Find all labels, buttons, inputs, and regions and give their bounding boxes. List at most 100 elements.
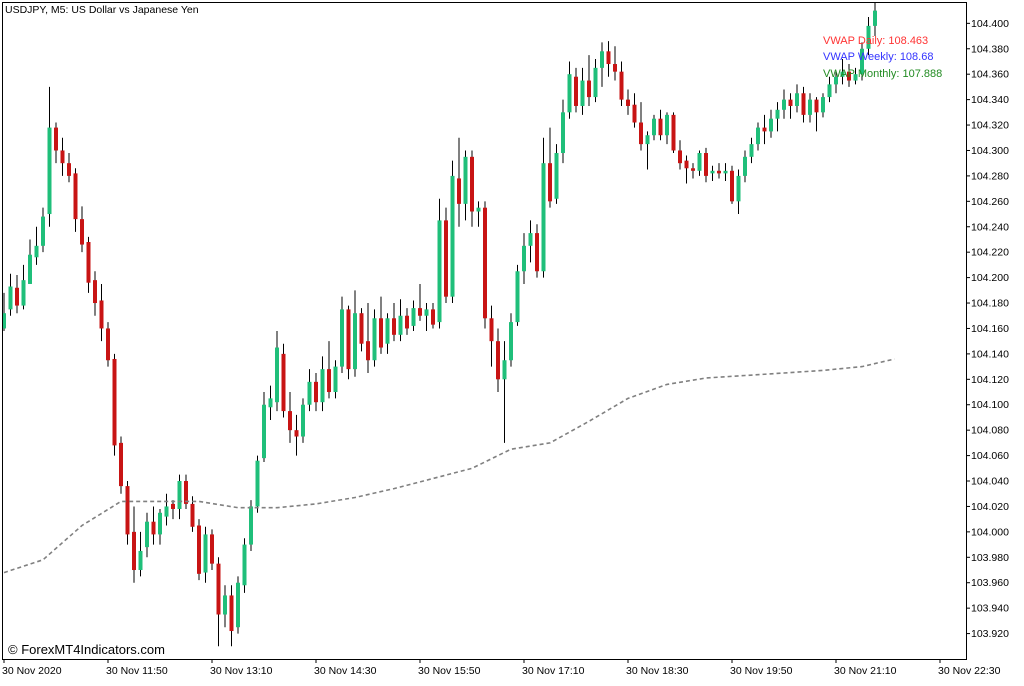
candle: [112, 353, 117, 456]
candle-body-bear: [418, 308, 422, 316]
y-tick-label: 104.360: [971, 69, 1009, 81]
candle: [275, 331, 279, 412]
candle-body-bull: [47, 127, 52, 215]
candle-body-bull: [158, 512, 162, 535]
candle-body-bear: [106, 328, 110, 361]
candle: [652, 114, 656, 141]
candle: [86, 236, 91, 293]
y-tick-label: 104.100: [971, 399, 1009, 411]
candle-body-bear: [327, 369, 331, 393]
candle-body-bull: [411, 308, 416, 326]
candle-body-bear: [392, 318, 396, 335]
candle-body-bull: [236, 582, 240, 628]
candle-body-bear: [548, 163, 552, 202]
candle-body-bull: [665, 114, 669, 136]
candle: [736, 169, 741, 215]
candle-body-bull: [710, 170, 715, 174]
candle: [834, 71, 838, 94]
candle: [821, 93, 825, 118]
candle: [288, 392, 292, 443]
candle: [138, 531, 143, 577]
y-tick-label: 104.400: [971, 18, 1009, 30]
time-axis: 30 Nov 2020 30 Nov 11:50 30 Nov 13:10 30 No…: [2, 659, 1001, 677]
candle: [262, 392, 266, 462]
candle: [346, 305, 351, 380]
candle-body-bear: [93, 280, 97, 304]
candle: [203, 526, 208, 583]
candle: [197, 519, 201, 581]
candle-body-bull: [372, 318, 377, 361]
y-tick-label: 104.280: [971, 170, 1009, 182]
y-tick-label: 104.040: [971, 476, 1009, 488]
candle-body-bull: [320, 369, 325, 403]
candle-body-bear: [730, 170, 734, 202]
candle: [541, 137, 546, 278]
candle: [470, 150, 474, 227]
candle: [47, 86, 52, 227]
candle-body-bear: [359, 313, 364, 344]
candle: [749, 137, 754, 164]
candle-body-bull: [593, 67, 598, 98]
candle: [255, 455, 260, 513]
candle: [658, 109, 663, 141]
candle-body-bear: [470, 156, 474, 212]
candle-body-bear: [483, 207, 487, 319]
y-tick-label: 103.960: [971, 577, 1009, 589]
candle: [704, 147, 708, 183]
candle-body-bull: [834, 76, 838, 85]
candle: [249, 500, 253, 551]
candle: [665, 112, 669, 145]
candle: [613, 46, 617, 81]
candle: [379, 296, 383, 354]
candle-body-bull: [138, 550, 143, 571]
x-tick-label: 30 Nov 21:10: [834, 665, 897, 677]
candle-body-bull: [21, 280, 26, 306]
candle-body-bull: [645, 135, 650, 145]
candle: [483, 201, 487, 329]
candle-body-bear: [294, 430, 299, 437]
candle: [600, 42, 604, 87]
candle: [723, 163, 728, 181]
y-tick-label: 104.120: [971, 374, 1009, 386]
candle: [242, 538, 247, 593]
candle: [21, 264, 26, 310]
candle: [691, 163, 695, 179]
candle-body-bear: [171, 503, 175, 509]
candle: [548, 127, 552, 208]
candle: [795, 84, 799, 113]
candle: [223, 585, 227, 628]
watermark: © ForexMT4Indicators.com: [8, 642, 165, 657]
candle-body-bull: [840, 71, 845, 77]
candle: [73, 168, 78, 232]
candle-body-bear: [704, 153, 708, 176]
candle: [762, 114, 767, 145]
candle: [756, 122, 760, 151]
candle: [801, 86, 806, 123]
candle-body-bull: [509, 322, 513, 361]
candle-body-bear: [405, 315, 409, 329]
candle: [327, 341, 331, 399]
candle-body-bear: [658, 118, 663, 136]
candle-body-bull: [860, 48, 864, 75]
candle-body-bear: [619, 71, 624, 100]
candle-body-bull: [782, 99, 786, 110]
candle-body-bear: [684, 160, 689, 169]
candle: [216, 557, 221, 647]
candle-body-bear: [489, 318, 494, 342]
candle-body-bull: [749, 144, 754, 157]
y-tick-label: 104.140: [971, 348, 1009, 360]
candle: [730, 165, 734, 204]
candle-body-bull: [301, 404, 305, 437]
candle: [697, 150, 702, 176]
candle: [587, 55, 591, 106]
plot-border: [2, 2, 967, 660]
price-axis: 104.400 104.380 104.360 104.340 104.320 104.3…: [966, 18, 1009, 640]
vwap-weekly-label: VWAP Weekly: 108.68: [823, 51, 933, 63]
candle-body-bear: [639, 122, 643, 145]
candle: [710, 165, 715, 181]
candle-body-bear: [847, 71, 851, 81]
candle-body-bull: [580, 80, 585, 106]
candle: [145, 512, 149, 558]
candle: [808, 93, 812, 123]
candle: [281, 343, 286, 418]
